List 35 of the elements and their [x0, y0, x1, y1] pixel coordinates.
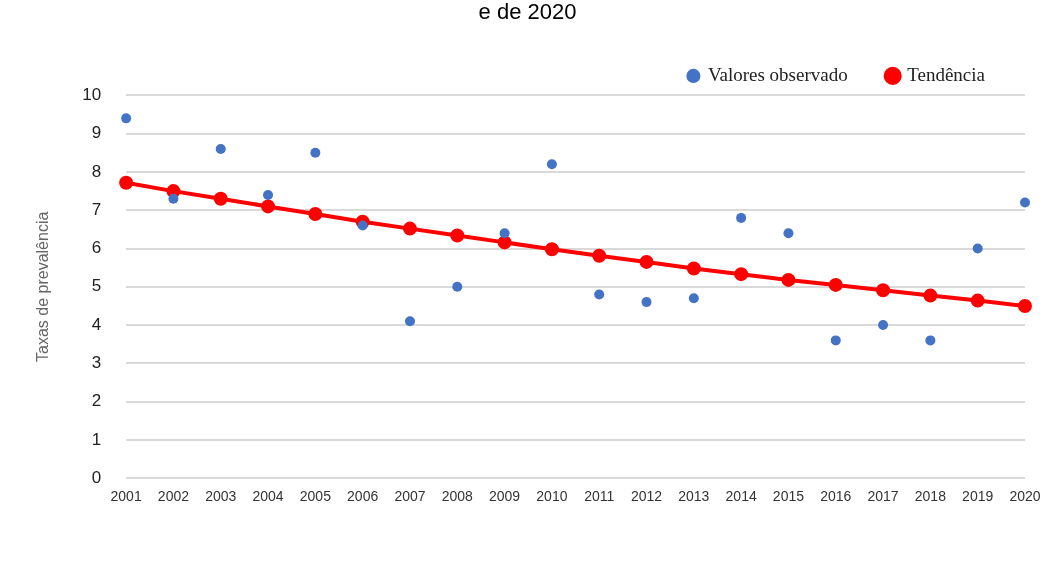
x-tick-label: 2019 — [962, 488, 994, 505]
y-tick-label: 2 — [91, 391, 102, 411]
y-tick-label: 8 — [91, 161, 102, 181]
chart-title: e de 2020 — [478, 0, 577, 25]
x-tick-label: 2004 — [252, 488, 284, 505]
y-axis-title: Taxas de prevalência — [34, 211, 52, 362]
x-tick-label: 2002 — [157, 488, 190, 505]
legend-label: Valores observado — [707, 63, 848, 85]
y-tick-label: 3 — [91, 353, 102, 373]
x-tick-label: 2015 — [772, 488, 805, 505]
x-tick-label: 2020 — [1009, 488, 1041, 505]
x-tick-label: 2011 — [584, 488, 615, 505]
x-tick-label: 2006 — [347, 488, 379, 505]
y-tick-label: 7 — [91, 199, 102, 219]
x-tick-label: 2005 — [299, 488, 332, 505]
y-tick-label: 6 — [91, 238, 102, 258]
x-tick-label: 2013 — [678, 488, 710, 505]
y-tick-label: 0 — [91, 467, 102, 487]
x-tick-label: 2009 — [489, 488, 521, 505]
x-tick-label: 2010 — [536, 488, 568, 505]
x-tick-label: 2007 — [394, 488, 426, 505]
legend-label: Tendência — [907, 63, 986, 85]
y-tick-label: 9 — [91, 123, 102, 143]
x-tick-label: 2003 — [205, 488, 237, 505]
x-tick-label: 2001 — [110, 488, 142, 505]
y-tick-label: 5 — [91, 276, 102, 296]
x-tick-label: 2014 — [725, 488, 757, 505]
y-tick-label: 4 — [91, 314, 102, 334]
x-tick-label: 2012 — [630, 488, 663, 505]
x-tick-label: 2017 — [867, 488, 899, 505]
x-tick-label: 2018 — [914, 488, 947, 505]
x-tick-label: 2008 — [441, 488, 474, 505]
y-tick-label: 1 — [91, 429, 102, 449]
x-tick-label: 2016 — [820, 488, 852, 505]
y-tick-label: 10 — [82, 85, 102, 105]
